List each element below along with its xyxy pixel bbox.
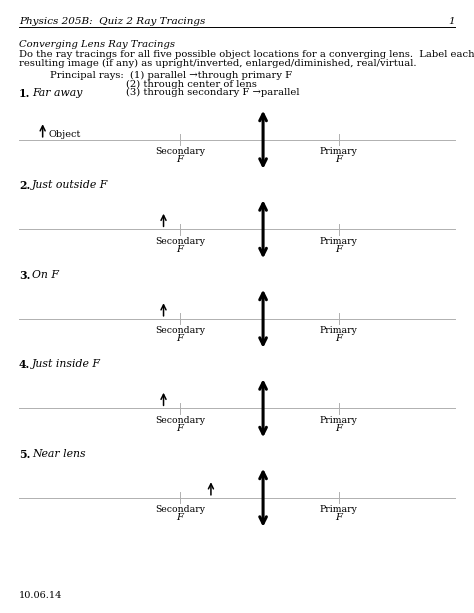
Text: Primary: Primary bbox=[320, 237, 358, 246]
Text: Primary: Primary bbox=[320, 147, 358, 156]
Text: Do the ray tracings for all five possible object locations for a converging lens: Do the ray tracings for all five possibl… bbox=[19, 50, 474, 59]
Text: F: F bbox=[336, 245, 342, 254]
Text: 3.: 3. bbox=[19, 270, 30, 281]
Text: Principal rays:  (1) parallel →through primary F: Principal rays: (1) parallel →through pr… bbox=[50, 71, 292, 80]
Text: F: F bbox=[336, 513, 342, 522]
Text: Secondary: Secondary bbox=[155, 326, 205, 335]
Text: Near lens: Near lens bbox=[32, 449, 86, 459]
Text: On F: On F bbox=[32, 270, 59, 280]
Text: F: F bbox=[177, 245, 183, 254]
Text: F: F bbox=[177, 334, 183, 343]
Text: Secondary: Secondary bbox=[155, 237, 205, 246]
Text: F: F bbox=[336, 334, 342, 343]
Text: 4.: 4. bbox=[19, 359, 30, 370]
Text: Primary: Primary bbox=[320, 505, 358, 514]
Text: F: F bbox=[336, 424, 342, 433]
Text: Just outside F: Just outside F bbox=[32, 180, 109, 190]
Text: F: F bbox=[336, 155, 342, 164]
Text: (2) through center of lens: (2) through center of lens bbox=[126, 80, 256, 89]
Text: F: F bbox=[177, 513, 183, 522]
Text: Converging Lens Ray Tracings: Converging Lens Ray Tracings bbox=[19, 40, 175, 50]
Text: F: F bbox=[177, 155, 183, 164]
Text: Far away: Far away bbox=[32, 88, 82, 97]
Text: Secondary: Secondary bbox=[155, 416, 205, 425]
Text: 1.: 1. bbox=[19, 88, 30, 99]
Text: 2.: 2. bbox=[19, 180, 30, 191]
Text: Physics 205B:  Quiz 2 Ray Tracings: Physics 205B: Quiz 2 Ray Tracings bbox=[19, 17, 205, 26]
Text: Primary: Primary bbox=[320, 326, 358, 335]
Text: 1: 1 bbox=[448, 17, 455, 26]
Text: Object: Object bbox=[48, 130, 81, 139]
Text: Just inside F: Just inside F bbox=[32, 359, 101, 369]
Text: F: F bbox=[177, 424, 183, 433]
Text: 10.06.14: 10.06.14 bbox=[19, 590, 63, 600]
Text: 5.: 5. bbox=[19, 449, 30, 460]
Text: Secondary: Secondary bbox=[155, 505, 205, 514]
Text: Primary: Primary bbox=[320, 416, 358, 425]
Text: resulting image (if any) as upright/inverted, enlarged/diminished, real/virtual.: resulting image (if any) as upright/inve… bbox=[19, 59, 417, 68]
Text: Secondary: Secondary bbox=[155, 147, 205, 156]
Text: (3) through secondary F →parallel: (3) through secondary F →parallel bbox=[126, 88, 299, 97]
